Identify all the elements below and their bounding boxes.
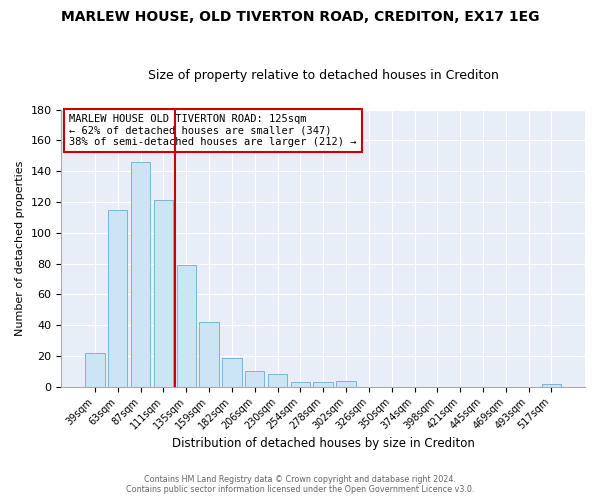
Bar: [268, 374, 287, 387]
Bar: [222, 358, 242, 387]
Bar: [108, 210, 127, 387]
Bar: [313, 382, 333, 387]
Bar: [199, 322, 219, 387]
Bar: [337, 380, 356, 387]
Bar: [245, 372, 265, 387]
Text: MARLEW HOUSE OLD TIVERTON ROAD: 125sqm
← 62% of detached houses are smaller (347: MARLEW HOUSE OLD TIVERTON ROAD: 125sqm ←…: [69, 114, 357, 147]
Bar: [176, 265, 196, 387]
Bar: [290, 382, 310, 387]
Text: Contains HM Land Registry data © Crown copyright and database right 2024.
Contai: Contains HM Land Registry data © Crown c…: [126, 474, 474, 494]
Bar: [85, 353, 104, 387]
Bar: [154, 200, 173, 387]
Bar: [131, 162, 150, 387]
Text: MARLEW HOUSE, OLD TIVERTON ROAD, CREDITON, EX17 1EG: MARLEW HOUSE, OLD TIVERTON ROAD, CREDITO…: [61, 10, 539, 24]
Y-axis label: Number of detached properties: Number of detached properties: [15, 160, 25, 336]
Title: Size of property relative to detached houses in Crediton: Size of property relative to detached ho…: [148, 69, 499, 82]
X-axis label: Distribution of detached houses by size in Crediton: Distribution of detached houses by size …: [172, 437, 475, 450]
Bar: [542, 384, 561, 387]
